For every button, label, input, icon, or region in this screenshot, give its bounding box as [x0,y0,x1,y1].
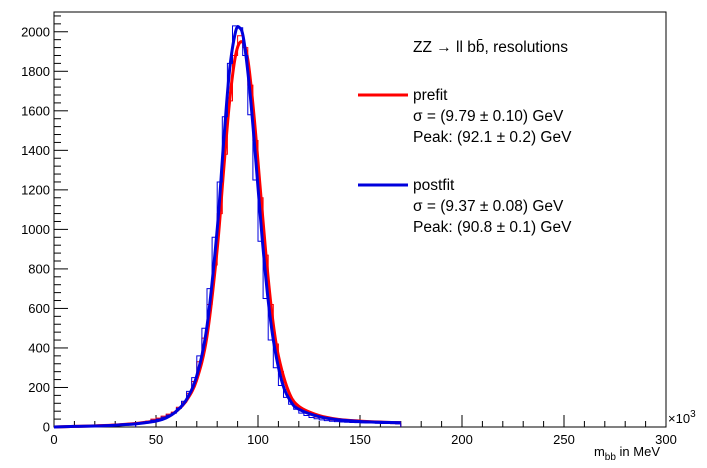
y-tick-label: 1200 [21,182,50,197]
x-axis-multiplier: ×103 [668,409,696,426]
y-tick-label: 400 [28,340,50,355]
y-tick-label: 600 [28,301,50,316]
legend: ZZ → ll bb̄, resolutions prefit σ = (9.7… [358,39,572,236]
y-tick-label: 1800 [21,64,50,79]
y-tick-label: 1000 [21,222,50,237]
x-tick-label: 50 [149,432,163,447]
x-axis: 0 50 100 150 200 250 300 [50,415,677,447]
fit-curve-postfit [53,25,401,429]
legend-label-prefit: prefit [413,87,448,104]
x-tick-label: 0 [50,432,57,447]
x-tick-label: 300 [655,432,677,447]
y-axis: 0 200 400 600 800 1000 1200 1400 1600 1800 2000 [21,15,68,435]
y-tick-label: 200 [28,380,50,395]
x-axis-title: mbb in MeV [594,444,660,463]
legend-peak-postfit: Peak: (90.8 ± 0.1) GeV [413,219,572,236]
legend-sigma-prefit: σ = (9.79 ± 0.10) GeV [413,108,564,125]
series-layer [53,25,402,429]
y-tick-label: 1600 [21,103,50,118]
x-tick-label: 150 [349,432,371,447]
y-tick-label: 1400 [21,143,50,158]
y-tick-label: 800 [28,261,50,276]
y-tick-label: 0 [43,420,50,435]
series-postfit [53,25,402,429]
legend-peak-prefit: Peak: (92.1 ± 0.2) GeV [413,129,572,146]
legend-sigma-postfit: σ = (9.37 ± 0.08) GeV [413,198,564,215]
y-tick-label: 2000 [21,24,50,39]
legend-title: ZZ → ll bb̄, resolutions [413,39,568,56]
x-tick-label: 250 [553,432,575,447]
x-tick-label: 100 [247,432,269,447]
legend-label-postfit: postfit [413,177,455,194]
x-tick-label: 200 [451,432,473,447]
